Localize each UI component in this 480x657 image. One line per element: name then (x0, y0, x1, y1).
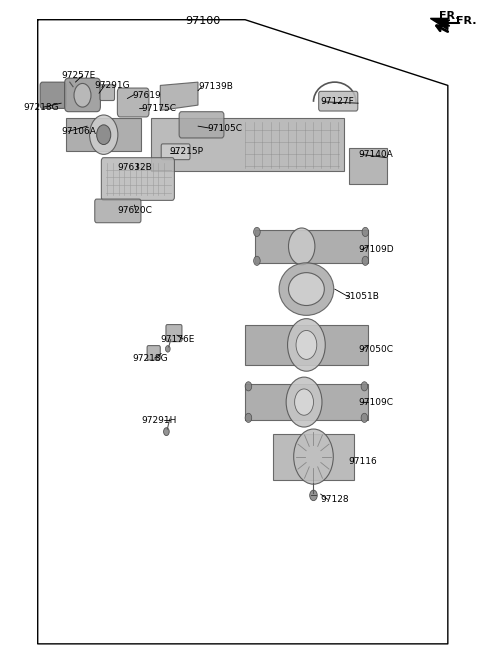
Text: 97139B: 97139B (198, 82, 233, 91)
FancyBboxPatch shape (319, 91, 358, 111)
Polygon shape (274, 434, 354, 480)
Circle shape (286, 377, 322, 427)
Text: 97291H: 97291H (142, 416, 177, 425)
Circle shape (296, 330, 317, 359)
FancyBboxPatch shape (40, 82, 66, 108)
FancyBboxPatch shape (100, 85, 115, 101)
Text: 97619: 97619 (132, 91, 161, 100)
Circle shape (294, 429, 333, 484)
Circle shape (253, 227, 260, 237)
Circle shape (90, 115, 118, 154)
Polygon shape (245, 325, 368, 365)
Text: 31051B: 31051B (344, 292, 379, 302)
Circle shape (288, 319, 325, 371)
Text: 97109C: 97109C (358, 397, 393, 407)
Circle shape (288, 228, 315, 265)
Circle shape (96, 125, 111, 145)
Text: 97106A: 97106A (61, 127, 96, 136)
Text: FR.: FR. (439, 11, 460, 21)
Text: 97176E: 97176E (160, 334, 195, 344)
Circle shape (362, 256, 369, 265)
Text: 97127F: 97127F (321, 97, 354, 106)
Circle shape (362, 227, 369, 237)
Polygon shape (66, 118, 142, 151)
Polygon shape (349, 148, 386, 184)
Ellipse shape (288, 273, 324, 306)
Text: 97215P: 97215P (170, 147, 204, 156)
FancyBboxPatch shape (65, 78, 100, 112)
Text: 97632B: 97632B (118, 163, 153, 172)
FancyBboxPatch shape (147, 346, 160, 360)
Text: 97620C: 97620C (118, 206, 153, 215)
Text: 97116: 97116 (349, 457, 378, 466)
Circle shape (245, 382, 252, 391)
Circle shape (164, 428, 169, 436)
Ellipse shape (279, 263, 334, 315)
Text: 97128: 97128 (321, 495, 349, 504)
FancyBboxPatch shape (166, 325, 182, 342)
Text: 97175C: 97175C (142, 104, 177, 113)
Text: 97257E: 97257E (61, 71, 96, 80)
Circle shape (166, 346, 170, 352)
Circle shape (253, 256, 260, 265)
FancyBboxPatch shape (179, 112, 224, 138)
FancyBboxPatch shape (95, 199, 141, 223)
Circle shape (310, 490, 317, 501)
FancyBboxPatch shape (101, 158, 174, 200)
Text: FR.: FR. (456, 16, 477, 26)
Circle shape (361, 413, 368, 422)
Polygon shape (254, 230, 368, 263)
Circle shape (295, 389, 313, 415)
Text: 97105C: 97105C (207, 124, 242, 133)
Circle shape (245, 413, 252, 422)
Circle shape (74, 83, 91, 107)
Polygon shape (160, 82, 198, 110)
Polygon shape (245, 384, 368, 420)
Text: 97050C: 97050C (358, 345, 393, 354)
Text: 97291G: 97291G (94, 81, 130, 90)
FancyBboxPatch shape (118, 88, 149, 117)
Text: 97218G: 97218G (132, 353, 168, 363)
Text: 97218G: 97218G (24, 102, 59, 112)
Polygon shape (151, 118, 344, 171)
Circle shape (361, 382, 368, 391)
Text: 97109D: 97109D (358, 245, 394, 254)
Polygon shape (431, 18, 448, 30)
FancyBboxPatch shape (161, 144, 190, 160)
Text: 97140A: 97140A (358, 150, 393, 159)
Text: 97100: 97100 (185, 16, 220, 26)
